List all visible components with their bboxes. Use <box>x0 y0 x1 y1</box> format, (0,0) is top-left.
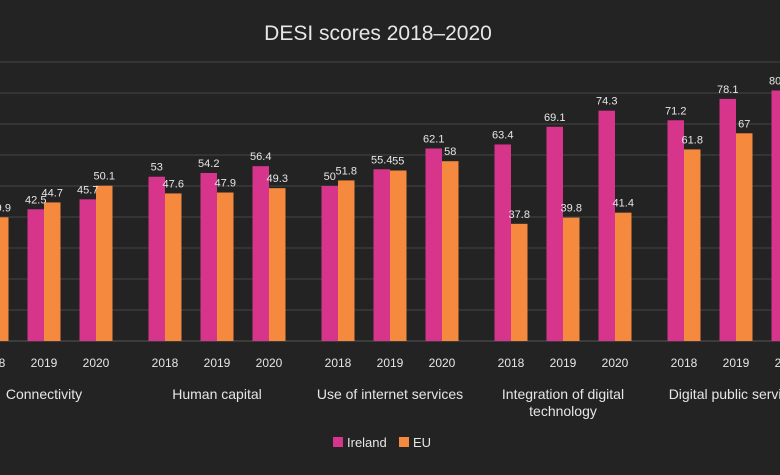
bar-ireland <box>28 209 45 341</box>
data-label: 41.4 <box>613 198 634 210</box>
data-label: 55.4 <box>371 154 392 166</box>
year-tick-label: 2019 <box>550 356 577 370</box>
category-label: Digital public services <box>669 386 780 402</box>
category-label: Integration of digital <box>502 386 624 402</box>
data-label: 51.8 <box>336 165 357 177</box>
year-tick-label: 2018 <box>498 356 525 370</box>
bar-eu <box>736 133 753 341</box>
bar-eu <box>217 193 234 341</box>
bar-ireland <box>80 199 97 341</box>
bar-ireland <box>720 99 737 341</box>
bar-ireland <box>599 111 616 341</box>
legend: Ireland EU <box>333 435 431 450</box>
category-label: Human capital <box>172 386 262 402</box>
bar-eu <box>511 224 528 341</box>
bar-ireland <box>253 166 270 341</box>
data-label: 37.8 <box>509 209 530 221</box>
year-tick-label: 2018 <box>325 356 352 370</box>
year-tick-label: 2019 <box>377 356 404 370</box>
bar-eu <box>338 180 355 341</box>
bar-eu <box>0 217 9 341</box>
bar-eu <box>442 161 459 341</box>
year-tick-label: 2020 <box>775 356 780 370</box>
data-label: 44.7 <box>42 187 63 199</box>
bar-ireland <box>547 127 564 341</box>
data-label: 74.3 <box>596 96 617 108</box>
year-tick-label: 2020 <box>602 356 629 370</box>
bar-ireland <box>374 169 391 341</box>
data-label: 45.7 <box>77 184 98 196</box>
year-tick-label: 2018 <box>0 356 6 370</box>
data-label: 39.9 <box>0 202 11 214</box>
year-tick-label: 2018 <box>152 356 179 370</box>
category-label: Connectivity <box>6 386 82 402</box>
data-label: 61.8 <box>682 134 703 146</box>
bar-eu <box>269 188 286 341</box>
legend-swatch-eu <box>399 437 409 447</box>
data-label: 80.8 <box>769 76 780 88</box>
bar-ireland <box>495 144 512 341</box>
year-tick-label: 2019 <box>31 356 58 370</box>
category-label: technology <box>529 403 597 419</box>
legend-swatch-ireland <box>333 437 343 447</box>
year-tick-label: 2020 <box>256 356 283 370</box>
year-tick-label: 2018 <box>671 356 698 370</box>
bar-ireland <box>426 148 443 341</box>
chart-title: DESI scores 2018–2020 <box>264 22 492 45</box>
data-label: 47.9 <box>215 178 236 190</box>
data-label: 71.2 <box>665 105 686 117</box>
data-label: 63.4 <box>492 129 513 141</box>
bar-eu <box>684 149 701 341</box>
data-label: 50.1 <box>94 171 115 183</box>
data-label: 49.3 <box>267 173 288 185</box>
bar-ireland <box>668 120 685 341</box>
data-label: 55 <box>392 156 404 168</box>
year-tick-label: 2020 <box>83 356 110 370</box>
bar-eu <box>96 186 113 341</box>
bar-eu <box>165 193 182 341</box>
legend-label-eu: EU <box>413 435 431 450</box>
bar-eu <box>390 171 407 342</box>
data-label: 50 <box>324 171 336 183</box>
bar-eu <box>563 218 580 341</box>
data-label: 67 <box>738 118 750 130</box>
data-label: 78.1 <box>717 84 738 96</box>
data-label: 39.8 <box>561 203 582 215</box>
bar-ireland <box>201 173 218 341</box>
bar-eu <box>44 202 61 341</box>
year-tick-label: 2019 <box>723 356 750 370</box>
year-tick-label: 2020 <box>429 356 456 370</box>
bar-ireland <box>772 91 780 341</box>
category-label: Use of internet services <box>317 386 463 402</box>
year-tick-label: 2019 <box>204 356 231 370</box>
data-label: 69.1 <box>544 112 565 124</box>
bar-ireland <box>149 177 166 341</box>
data-label: 54.2 <box>198 158 219 170</box>
bar-eu <box>615 213 632 341</box>
bars <box>0 91 780 341</box>
data-label: 53 <box>151 162 163 174</box>
data-label: 62.1 <box>423 133 444 145</box>
legend-label-ireland: Ireland <box>347 435 387 450</box>
bar-ireland <box>322 186 339 341</box>
data-label: 56.4 <box>250 151 271 163</box>
data-label: 47.6 <box>163 178 184 190</box>
data-label: 58 <box>444 146 456 158</box>
